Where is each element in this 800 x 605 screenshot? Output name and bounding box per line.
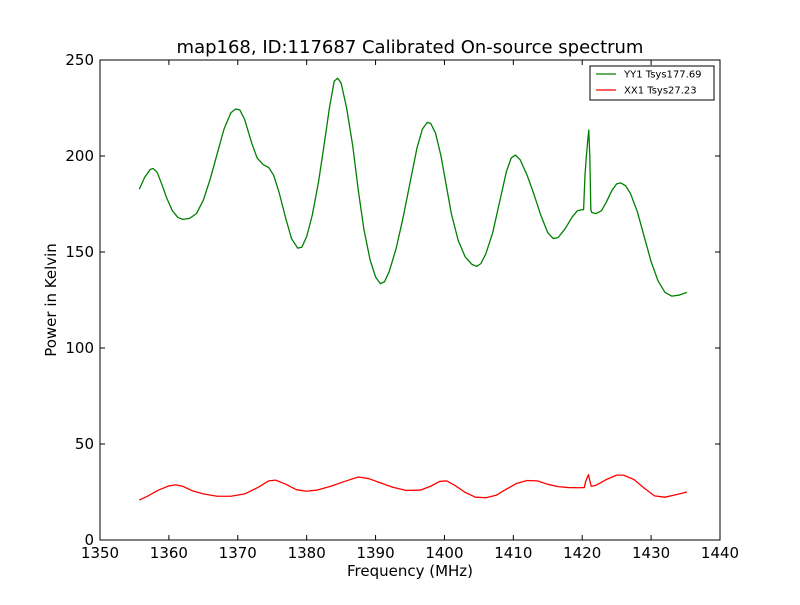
legend-label-2: XX1 Tsys27.23: [624, 86, 697, 97]
ticks-layer: 1350 1360 1370 1380 1390 1400 1410 1420 1430 1440…: [65, 51, 739, 562]
x-axis-title: Frequency (MHz): [347, 562, 473, 580]
series-line-1: [138, 77, 688, 297]
chart-title: map168, ID:117687 Calibrated On-source s…: [177, 37, 644, 58]
legend-box: [589, 65, 715, 101]
series-line-2: [138, 474, 688, 501]
x-tick-label: 1360: [150, 544, 188, 562]
x-tick-label: 1380: [288, 544, 326, 562]
x-tick-label: 1370: [219, 544, 257, 562]
x-tick-label: 1350: [81, 544, 119, 562]
x-tick-label: 1390: [356, 544, 394, 562]
y-axis-title: Power in Kelvin: [42, 243, 60, 357]
plot-frame: [99, 59, 721, 541]
x-tick-label: 1410: [494, 544, 532, 562]
y-tick-label: 50: [75, 435, 94, 453]
y-tick-label: 100: [65, 339, 94, 357]
x-tick-label: 1440: [701, 544, 739, 562]
x-tick-label: 1430: [632, 544, 670, 562]
legend-label-1: YY1 Tsys177.69: [623, 70, 702, 81]
y-tick-label: 0: [84, 531, 94, 549]
y-tick-label: 200: [65, 147, 94, 165]
legend: YY1 Tsys177.69 XX1 Tsys27.23: [589, 65, 715, 101]
x-tick-label: 1400: [425, 544, 463, 562]
y-tick-label: 250: [65, 51, 94, 69]
x-tick-label: 1420: [563, 544, 601, 562]
y-tick-label: 150: [65, 243, 94, 261]
series-layer: [138, 77, 688, 501]
